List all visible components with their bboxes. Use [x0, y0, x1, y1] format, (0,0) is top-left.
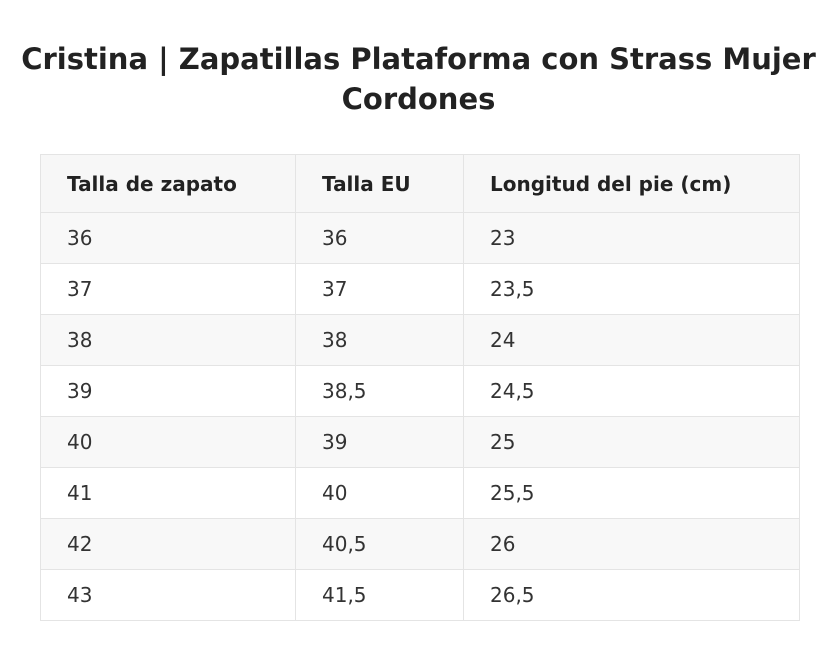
table-row: 38 38 24	[40, 314, 800, 366]
cell-eu-size: 38	[295, 314, 464, 366]
cell-shoe-size: 37	[40, 263, 296, 315]
table-row: 36 36 23	[40, 212, 800, 264]
cell-foot-length: 23	[463, 212, 800, 264]
size-chart-table: Talla de zapato Talla EU Longitud del pi…	[40, 154, 800, 621]
header-eu-size: Talla EU	[295, 154, 464, 213]
cell-eu-size: 40	[295, 467, 464, 519]
table-row: 39 38,5 24,5	[40, 365, 800, 417]
cell-foot-length: 25	[463, 416, 800, 468]
table-row: 40 39 25	[40, 416, 800, 468]
cell-foot-length: 26	[463, 518, 800, 570]
cell-eu-size: 41,5	[295, 569, 464, 621]
table-row: 41 40 25,5	[40, 467, 800, 519]
cell-shoe-size: 36	[40, 212, 296, 264]
table-row: 37 37 23,5	[40, 263, 800, 315]
cell-foot-length: 26,5	[463, 569, 800, 621]
cell-shoe-size: 40	[40, 416, 296, 468]
cell-shoe-size: 39	[40, 365, 296, 417]
cell-eu-size: 39	[295, 416, 464, 468]
header-shoe-size: Talla de zapato	[40, 154, 296, 213]
cell-foot-length: 25,5	[463, 467, 800, 519]
cell-eu-size: 38,5	[295, 365, 464, 417]
cell-eu-size: 37	[295, 263, 464, 315]
table-row: 43 41,5 26,5	[40, 569, 800, 621]
cell-shoe-size: 38	[40, 314, 296, 366]
cell-foot-length: 24	[463, 314, 800, 366]
cell-foot-length: 23,5	[463, 263, 800, 315]
cell-shoe-size: 41	[40, 467, 296, 519]
cell-foot-length: 24,5	[463, 365, 800, 417]
header-foot-length: Longitud del pie (cm)	[463, 154, 800, 213]
page-title: Cristina | Zapatillas Plataforma con Str…	[21, 42, 816, 116]
cell-shoe-size: 42	[40, 518, 296, 570]
cell-eu-size: 40,5	[295, 518, 464, 570]
cell-eu-size: 36	[295, 212, 464, 264]
table-row: 42 40,5 26	[40, 518, 800, 570]
table-header-row: Talla de zapato Talla EU Longitud del pi…	[40, 154, 800, 213]
cell-shoe-size: 43	[40, 569, 296, 621]
